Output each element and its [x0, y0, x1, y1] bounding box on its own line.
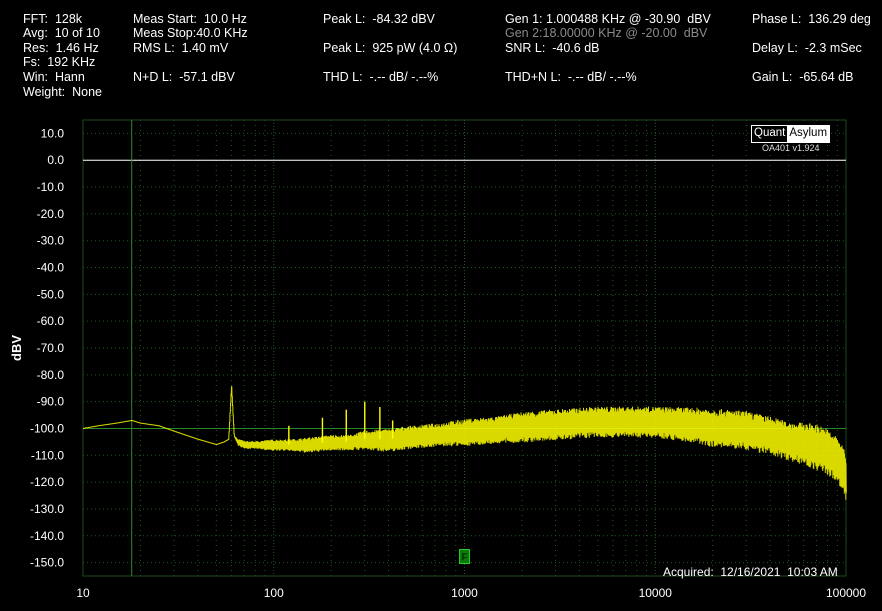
meas-start: Meas Start: 10.0 Hz	[133, 12, 247, 26]
y-tick-1: 0.0	[47, 153, 64, 167]
acquired-timestamp: Acquired: 12/16/2021 10:03 AM	[663, 565, 838, 579]
peak-dbv: Peak L: -84.32 dBV	[323, 12, 435, 26]
logo-asylum: Asylum	[787, 126, 830, 142]
x-tick-labels: 10 100 1000 10000 100000	[76, 586, 866, 600]
x-tick-3: 10000	[639, 586, 673, 600]
snr-level: SNR L: -40.6 dB	[505, 41, 600, 55]
y-tick-4: -30.0	[37, 234, 65, 248]
weighting: Weight: None	[23, 85, 102, 99]
y-tick-3: -20.0	[37, 207, 65, 221]
x-tick-2: 1000	[451, 586, 478, 600]
y-axis-label: dBV	[9, 335, 24, 361]
plot-border	[82, 119, 847, 577]
thdn-level: THD+N L: -.-- dB/ -.--%	[505, 70, 637, 84]
x-tick-4: 100000	[826, 586, 866, 600]
y-tick-10: -90.0	[37, 395, 65, 409]
frequency-marker[interactable]: F	[459, 549, 470, 564]
y-tick-2: -10.0	[37, 180, 65, 194]
x-tick-1: 100	[264, 586, 284, 600]
thd-level: THD L: -.-- dB/ -.--%	[323, 70, 439, 84]
x-tick-0: 10	[76, 586, 90, 600]
y-tick-15: -140.0	[30, 529, 64, 543]
gain-level: Gain L: -65.64 dB	[752, 70, 854, 84]
y-tick-0: 10.0	[41, 126, 65, 140]
y-tick-5: -40.0	[37, 261, 65, 275]
peak-power: Peak L: 925 pW (4.0 Ω)	[323, 41, 458, 55]
resolution: Res: 1.46 Hz	[23, 41, 99, 55]
sample-rate: Fs: 192 KHz	[23, 55, 96, 69]
noise-distortion: N+D L: -57.1 dBV	[133, 70, 235, 84]
trace-line	[83, 386, 847, 500]
logo-quant: Quant	[752, 126, 788, 142]
rms-level: RMS L: 1.40 mV	[133, 41, 229, 55]
phase-level: Phase L: 136.29 deg	[752, 12, 871, 26]
meas-stop: Meas Stop:40.0 KHz	[133, 26, 248, 40]
y-tick-7: -60.0	[37, 314, 65, 328]
y-tick-12: -110.0	[31, 448, 64, 462]
y-tick-11: -100.0	[30, 421, 64, 435]
y-tick-6: -50.0	[37, 287, 65, 301]
delay-level: Delay L: -2.3 mSec	[752, 41, 862, 55]
quantasylum-logo: Quant Asylum	[751, 125, 831, 143]
y-tick-16: -150.0	[30, 556, 64, 570]
spectrum-trace	[83, 386, 847, 500]
window-type: Win: Hann	[23, 70, 85, 84]
avg-count: Avg: 10 of 10	[23, 26, 100, 40]
y-tick-13: -120.0	[30, 475, 64, 489]
generator-1: Gen 1: 1.000488 KHz @ -30.90 dBV	[505, 12, 711, 26]
y-tick-labels: 10.0 0.0 -10.0 -20.0 -30.0 -40.0 -50.0 -60.0 -70…	[30, 126, 64, 569]
fft-size: FFT: 128k	[23, 12, 83, 26]
y-tick-14: -130.0	[30, 502, 64, 516]
chart-grid	[82, 119, 847, 577]
version-label: OA401 v1.924	[762, 143, 820, 153]
generator-2: Gen 2:18.00000 KHz @ -20.00 dBV	[505, 26, 708, 40]
y-tick-9: -80.0	[37, 368, 65, 382]
y-tick-8: -70.0	[37, 341, 65, 355]
